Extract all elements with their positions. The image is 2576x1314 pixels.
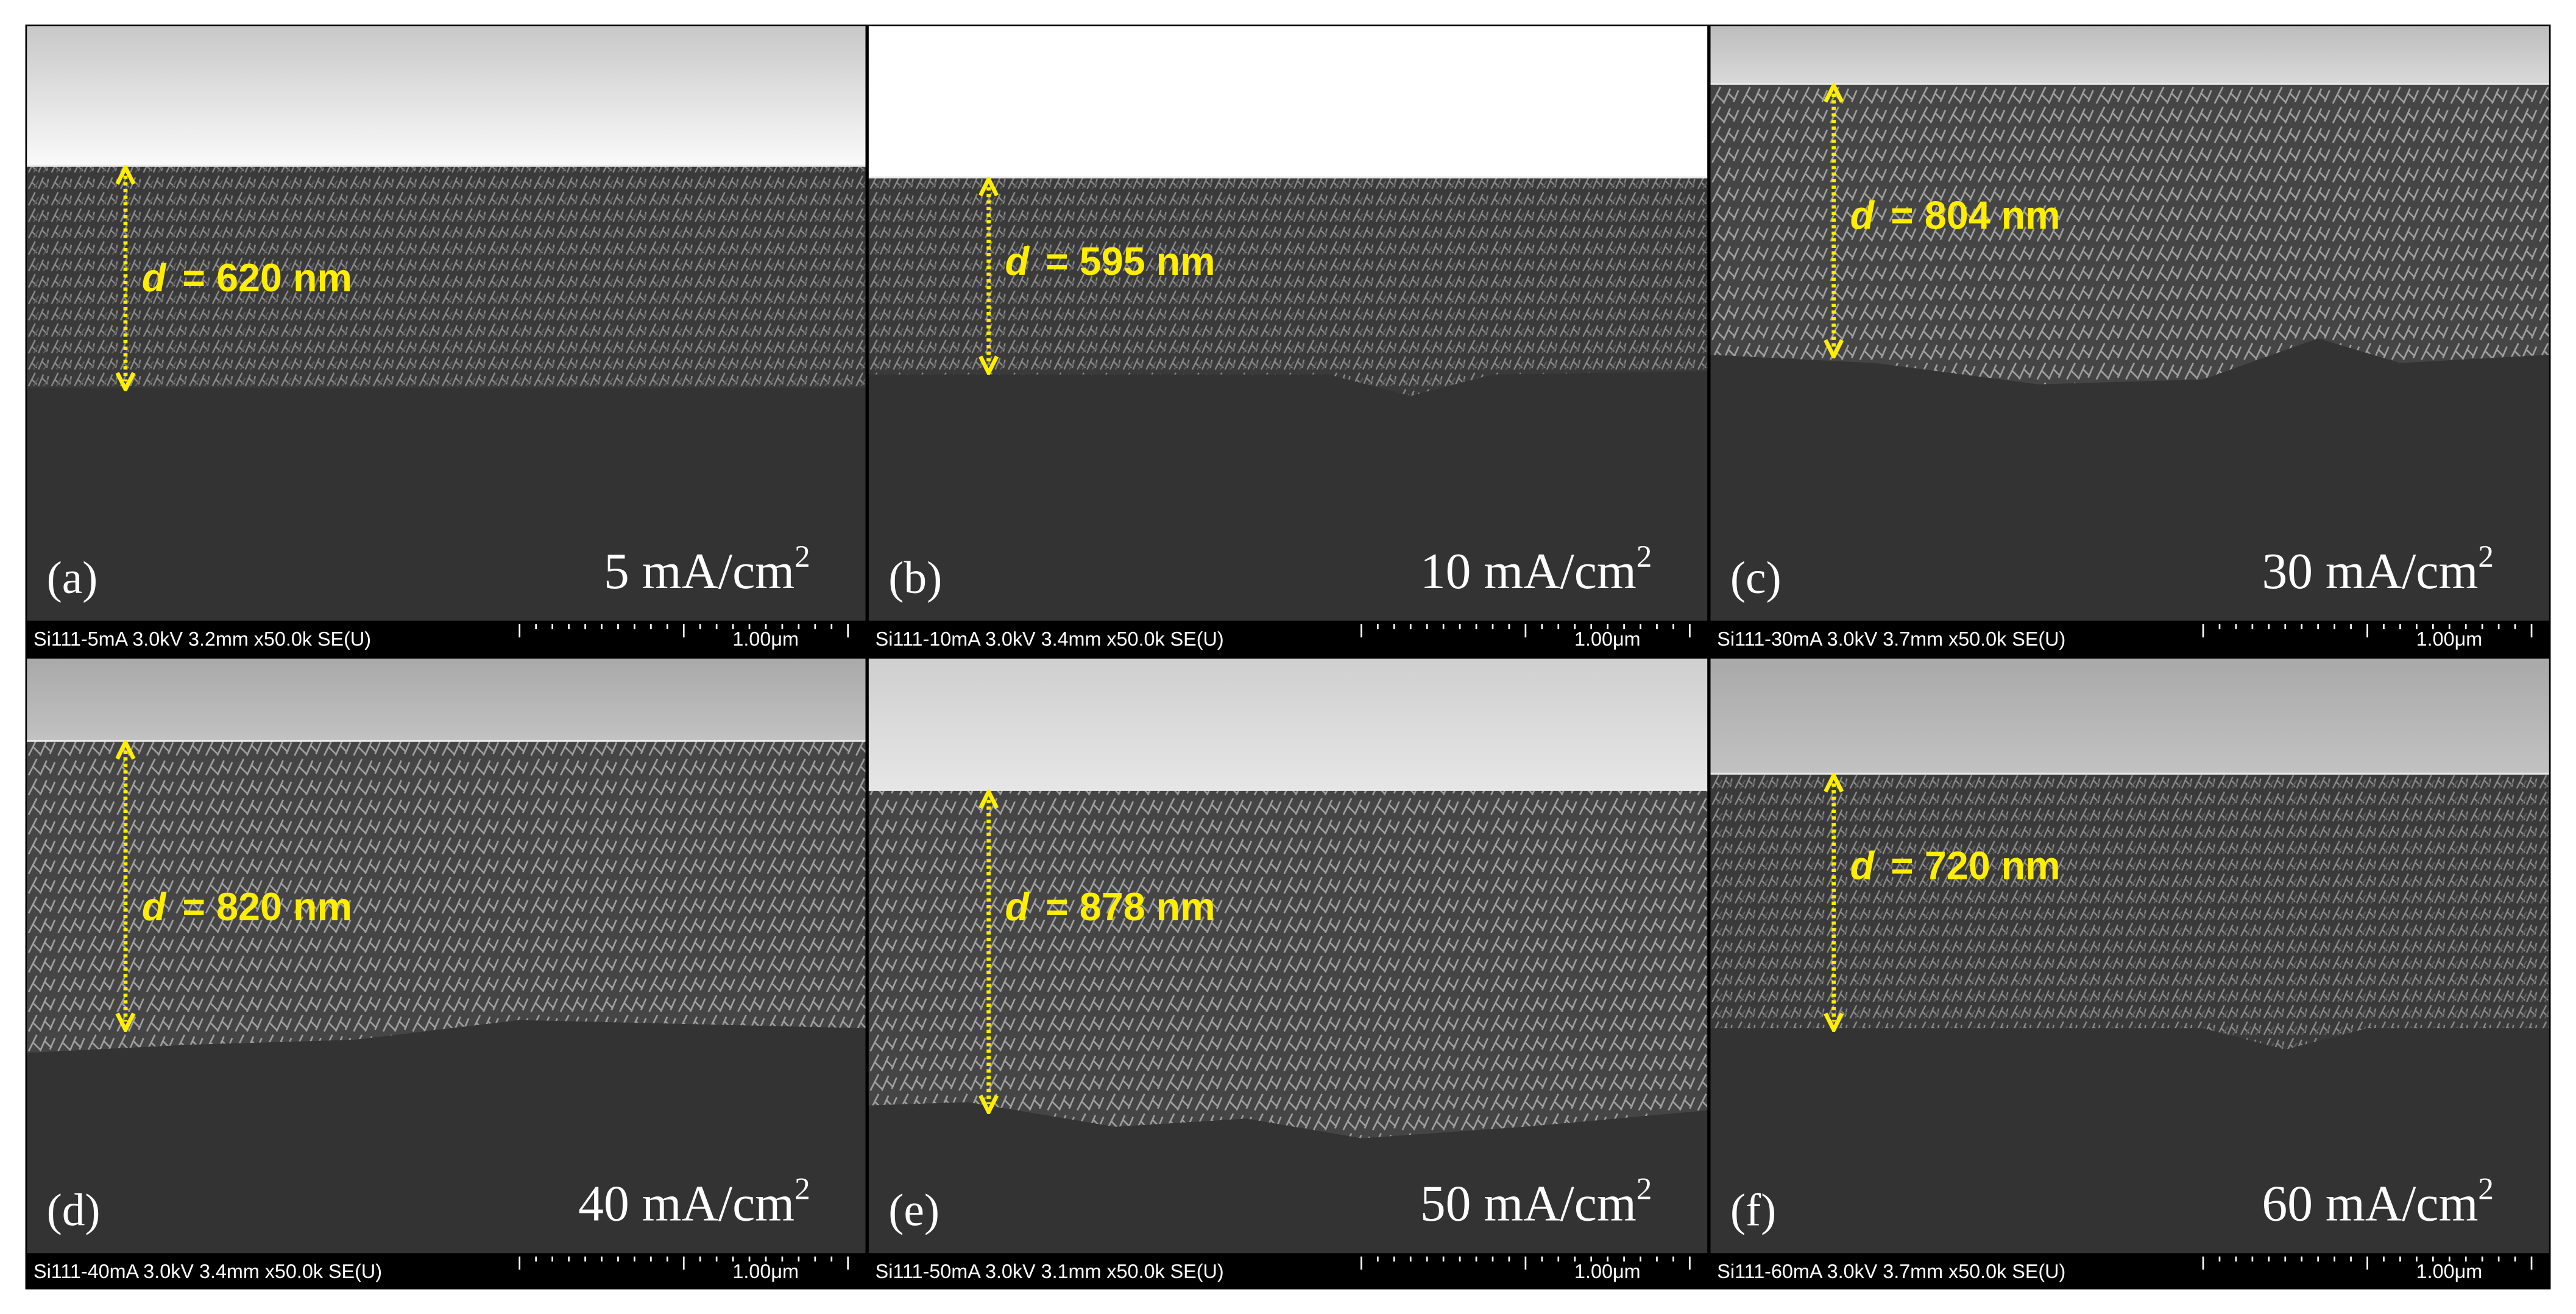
scale-text: 1.00μm: [1574, 1260, 1640, 1282]
info-bar: [868, 1253, 1708, 1288]
porous-layer: [868, 790, 1708, 1138]
scale-text: 1.00μm: [2416, 1260, 2482, 1282]
scale-text: 1.00μm: [1574, 628, 1640, 650]
current-density: 40 mA/cm2: [578, 1171, 810, 1232]
current-density: 5 mA/cm2: [604, 539, 810, 600]
current-value: 50 mA/cm: [1420, 1176, 1637, 1232]
porous-layer: [1710, 83, 2549, 385]
scale-text: 1.00μm: [732, 628, 798, 650]
panel: d = 820 nm (d) 40 mA/cm2 Si111-40mA 3.0kV 3.…: [27, 658, 866, 1288]
sky: [1710, 26, 2549, 84]
sky: [27, 26, 866, 166]
sky: [868, 26, 1708, 178]
panel-label: (f): [1730, 1185, 1776, 1235]
thickness-value: = 878 nm: [1046, 884, 1215, 929]
sky: [1710, 658, 2549, 774]
thickness-value: = 720 nm: [1891, 843, 2061, 888]
thickness-label: d = 720 nm: [1850, 843, 2061, 888]
current-value: 10 mA/cm: [1420, 544, 1637, 600]
thickness-value: = 820 nm: [182, 884, 352, 929]
panel-label: (d): [47, 1185, 101, 1235]
current-value: 60 mA/cm: [2262, 1176, 2478, 1232]
info-bar: [1710, 1253, 2549, 1288]
thickness-value: = 620 nm: [182, 255, 352, 300]
thickness-value: = 804 nm: [1891, 193, 2061, 238]
panel-label: (c): [1730, 553, 1782, 603]
panel: d = 804 nm (c) 30 mA/cm2 Si111-30mA 3.0kV 3.…: [1710, 26, 2549, 656]
current-exponent: 2: [2478, 539, 2494, 574]
info-bar: [868, 620, 1708, 656]
thickness-label: d = 804 nm: [1850, 193, 2061, 238]
porous-layer: [27, 740, 866, 1053]
current-exponent: 2: [1637, 1171, 1652, 1206]
panel: d = 595 nm (b) 10 mA/cm2 Si111-10mA 3.0kV 3.…: [868, 26, 1708, 656]
current-value: 5 mA/cm: [604, 544, 794, 600]
scale-text: 1.00μm: [732, 1260, 798, 1282]
info-bar: [1710, 620, 2549, 656]
current-exponent: 2: [2478, 1171, 2494, 1206]
info-bar: [27, 620, 866, 656]
panel-label: (a): [47, 553, 98, 603]
thickness-label: d = 820 nm: [142, 884, 352, 929]
current-density: 60 mA/cm2: [2262, 1171, 2494, 1232]
porous-layer: [1710, 773, 2549, 1050]
current-exponent: 2: [794, 539, 810, 574]
panel: d = 720 nm (f) 60 mA/cm2 Si111-60mA 3.0kV 3.…: [1710, 658, 2549, 1288]
current-value: 30 mA/cm: [2262, 544, 2478, 600]
porous-layer: [27, 166, 866, 388]
sky: [868, 658, 1708, 790]
sky: [27, 658, 866, 741]
thickness-symbol: d: [142, 255, 167, 300]
thickness-symbol: d: [1005, 884, 1030, 929]
current-value: 40 mA/cm: [578, 1176, 794, 1232]
current-density: 30 mA/cm2: [2262, 539, 2494, 600]
thickness-value: = 595 nm: [1046, 239, 1215, 283]
info-text: Si111-50mA 3.0kV 3.1mm x50.0k SE(U): [876, 1260, 1224, 1282]
info-text: Si111-30mA 3.0kV 3.7mm x50.0k SE(U): [1717, 628, 2065, 650]
thickness-symbol: d: [1850, 843, 1875, 888]
thickness-symbol: d: [1850, 193, 1875, 238]
info-bar: [27, 1253, 866, 1288]
thickness-symbol: d: [1005, 239, 1030, 283]
current-exponent: 2: [794, 1171, 810, 1206]
thickness-symbol: d: [142, 884, 167, 929]
panel-label: (b): [888, 553, 942, 603]
panel-label: (e): [888, 1185, 939, 1235]
current-density: 10 mA/cm2: [1420, 539, 1652, 600]
current-density: 50 mA/cm2: [1420, 1171, 1652, 1232]
info-text: Si111-60mA 3.0kV 3.7mm x50.0k SE(U): [1717, 1260, 2065, 1282]
info-text: Si111-5mA 3.0kV 3.2mm x50.0k SE(U): [34, 628, 371, 650]
porous-layer: [868, 177, 1708, 396]
current-exponent: 2: [1637, 539, 1652, 574]
thickness-label: d = 595 nm: [1005, 239, 1215, 283]
panel: d = 620 nm (a) 5 mA/cm2 Si111-5mA 3.0kV 3.2m…: [27, 26, 866, 656]
info-text: Si111-10mA 3.0kV 3.4mm x50.0k SE(U): [876, 628, 1224, 650]
panel: d = 878 nm (e) 50 mA/cm2 Si111-50mA 3.0kV 3.…: [868, 658, 1708, 1288]
thickness-label: d = 878 nm: [1005, 884, 1215, 929]
thickness-label: d = 620 nm: [142, 255, 352, 300]
info-text: Si111-40mA 3.0kV 3.4mm x50.0k SE(U): [34, 1260, 382, 1282]
scale-text: 1.00μm: [2416, 628, 2482, 650]
